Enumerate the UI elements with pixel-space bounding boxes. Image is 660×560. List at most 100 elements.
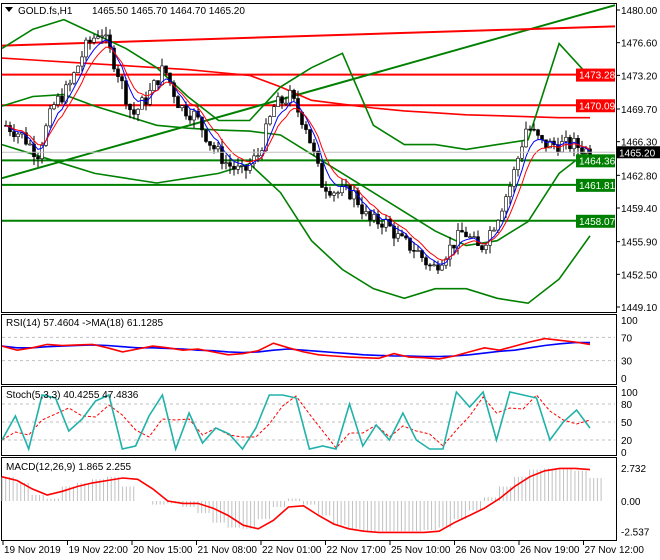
price-tick-label: 1455.90 bbox=[621, 238, 658, 249]
candle-body bbox=[60, 95, 64, 103]
candle-body bbox=[360, 204, 364, 215]
candle-body bbox=[164, 65, 168, 74]
candle-body bbox=[332, 192, 336, 196]
candle-body bbox=[116, 68, 120, 77]
candle-body bbox=[372, 214, 376, 221]
candle-body bbox=[380, 223, 384, 228]
price-tick-label: 1480.00 bbox=[621, 6, 658, 17]
price-tick-label: 1462.80 bbox=[621, 171, 658, 182]
candle-body bbox=[204, 129, 208, 142]
candle-body bbox=[580, 147, 584, 154]
candle-body bbox=[68, 82, 72, 86]
candle-body bbox=[488, 230, 492, 246]
macd-signal-line bbox=[1, 467, 591, 534]
candle-body bbox=[284, 102, 288, 105]
candle-body bbox=[440, 264, 444, 271]
candle-body bbox=[236, 165, 240, 170]
rsi-title: RSI(14) 57.4604 ->MA(18) 61.1285 bbox=[6, 318, 163, 329]
candle-body bbox=[528, 128, 532, 131]
candle-body bbox=[472, 236, 476, 238]
rsi-tick-label: 30 bbox=[621, 357, 633, 368]
candle-body bbox=[280, 96, 284, 104]
candle-body bbox=[524, 128, 528, 148]
candle-body bbox=[276, 96, 280, 107]
candle-body bbox=[304, 124, 308, 130]
candle-body bbox=[500, 210, 504, 221]
ohlc-values: 1465.50 1465.70 1464.70 1465.20 bbox=[92, 6, 245, 17]
candle-body bbox=[56, 95, 60, 105]
price-level-tag bbox=[576, 154, 615, 168]
candle-body bbox=[292, 90, 296, 99]
candle-body bbox=[256, 155, 260, 157]
candle-body bbox=[456, 230, 460, 249]
stoch-tick-label: 0 bbox=[621, 448, 627, 459]
bollinger-middle bbox=[1, 93, 591, 247]
candle-body bbox=[348, 185, 352, 200]
price-level-tag bbox=[576, 68, 615, 82]
candle-body bbox=[88, 39, 92, 43]
candle-body bbox=[180, 105, 184, 109]
candle-body bbox=[244, 165, 248, 171]
rsi-tick-label: 70 bbox=[621, 333, 633, 344]
candle-body bbox=[104, 34, 108, 37]
macd-tick-label: -2.537 bbox=[621, 528, 650, 539]
candle-body bbox=[408, 237, 412, 251]
time-tick-label: 22 Nov 01:00 bbox=[262, 545, 322, 556]
collapse-triangle-icon[interactable] bbox=[5, 7, 13, 12]
candle-body bbox=[336, 192, 340, 195]
price-tick-label: 1473.20 bbox=[621, 71, 658, 82]
candle-body bbox=[288, 90, 292, 104]
candle-body bbox=[12, 131, 16, 137]
candle-body bbox=[532, 128, 536, 131]
time-tick-label: 20 Nov 15:00 bbox=[133, 545, 193, 556]
candle-body bbox=[464, 231, 468, 238]
stoch-title: Stoch(5,3,3) 40.4255 47.4836 bbox=[6, 390, 139, 401]
macd-tick-label: 2.732 bbox=[621, 464, 646, 475]
candle-body bbox=[192, 110, 196, 121]
price-tick-label: 1452.50 bbox=[621, 270, 658, 281]
price-level-tag bbox=[576, 178, 615, 192]
rsi-tick-label: 0 bbox=[621, 374, 627, 385]
price-tick-label: 1466.30 bbox=[621, 138, 658, 149]
candle-body bbox=[28, 143, 32, 146]
symbol-label: GOLD.fs,H1 bbox=[18, 6, 73, 17]
candle-body bbox=[72, 72, 76, 84]
candle-body bbox=[416, 250, 420, 252]
candle-body bbox=[184, 105, 188, 117]
stoch-tick-label: 100 bbox=[621, 388, 638, 399]
candle-body bbox=[152, 80, 156, 91]
candle-body bbox=[568, 137, 572, 150]
candle-body bbox=[128, 103, 132, 111]
stoch-signal-line bbox=[1, 394, 591, 449]
candle-body bbox=[240, 165, 244, 167]
time-tick-label: 26 Nov 19:00 bbox=[520, 545, 580, 556]
stoch-tick-label: 20 bbox=[621, 436, 633, 447]
candle-body bbox=[400, 233, 404, 237]
candle-body bbox=[492, 229, 496, 232]
candle-body bbox=[328, 191, 332, 196]
candle-body bbox=[364, 211, 368, 215]
candle-body bbox=[512, 169, 516, 187]
candle-body bbox=[268, 116, 272, 125]
current-price-tag bbox=[616, 146, 660, 159]
price-tick-label: 1469.70 bbox=[621, 105, 658, 116]
candle-body bbox=[216, 146, 220, 150]
price-level-label: 1461.81 bbox=[579, 181, 616, 192]
bollinger-lower bbox=[1, 143, 591, 305]
rsi-tick-label: 100 bbox=[621, 316, 638, 327]
candle-body bbox=[548, 140, 552, 149]
candle-body bbox=[112, 47, 116, 70]
price-level-label: 1464.36 bbox=[579, 156, 616, 167]
candle-body bbox=[484, 244, 488, 250]
current-price-label: 1465.20 bbox=[619, 148, 656, 159]
candle-body bbox=[404, 235, 408, 239]
price-level-tag bbox=[576, 214, 615, 228]
price-tick-label: 1459.40 bbox=[621, 204, 658, 215]
candle-body bbox=[536, 129, 540, 136]
time-tick-label: 25 Nov 10:00 bbox=[391, 545, 451, 556]
time-tick-label: 21 Nov 08:00 bbox=[198, 545, 258, 556]
candle-body bbox=[340, 186, 344, 194]
price-level-label: 1470.09 bbox=[579, 101, 616, 112]
